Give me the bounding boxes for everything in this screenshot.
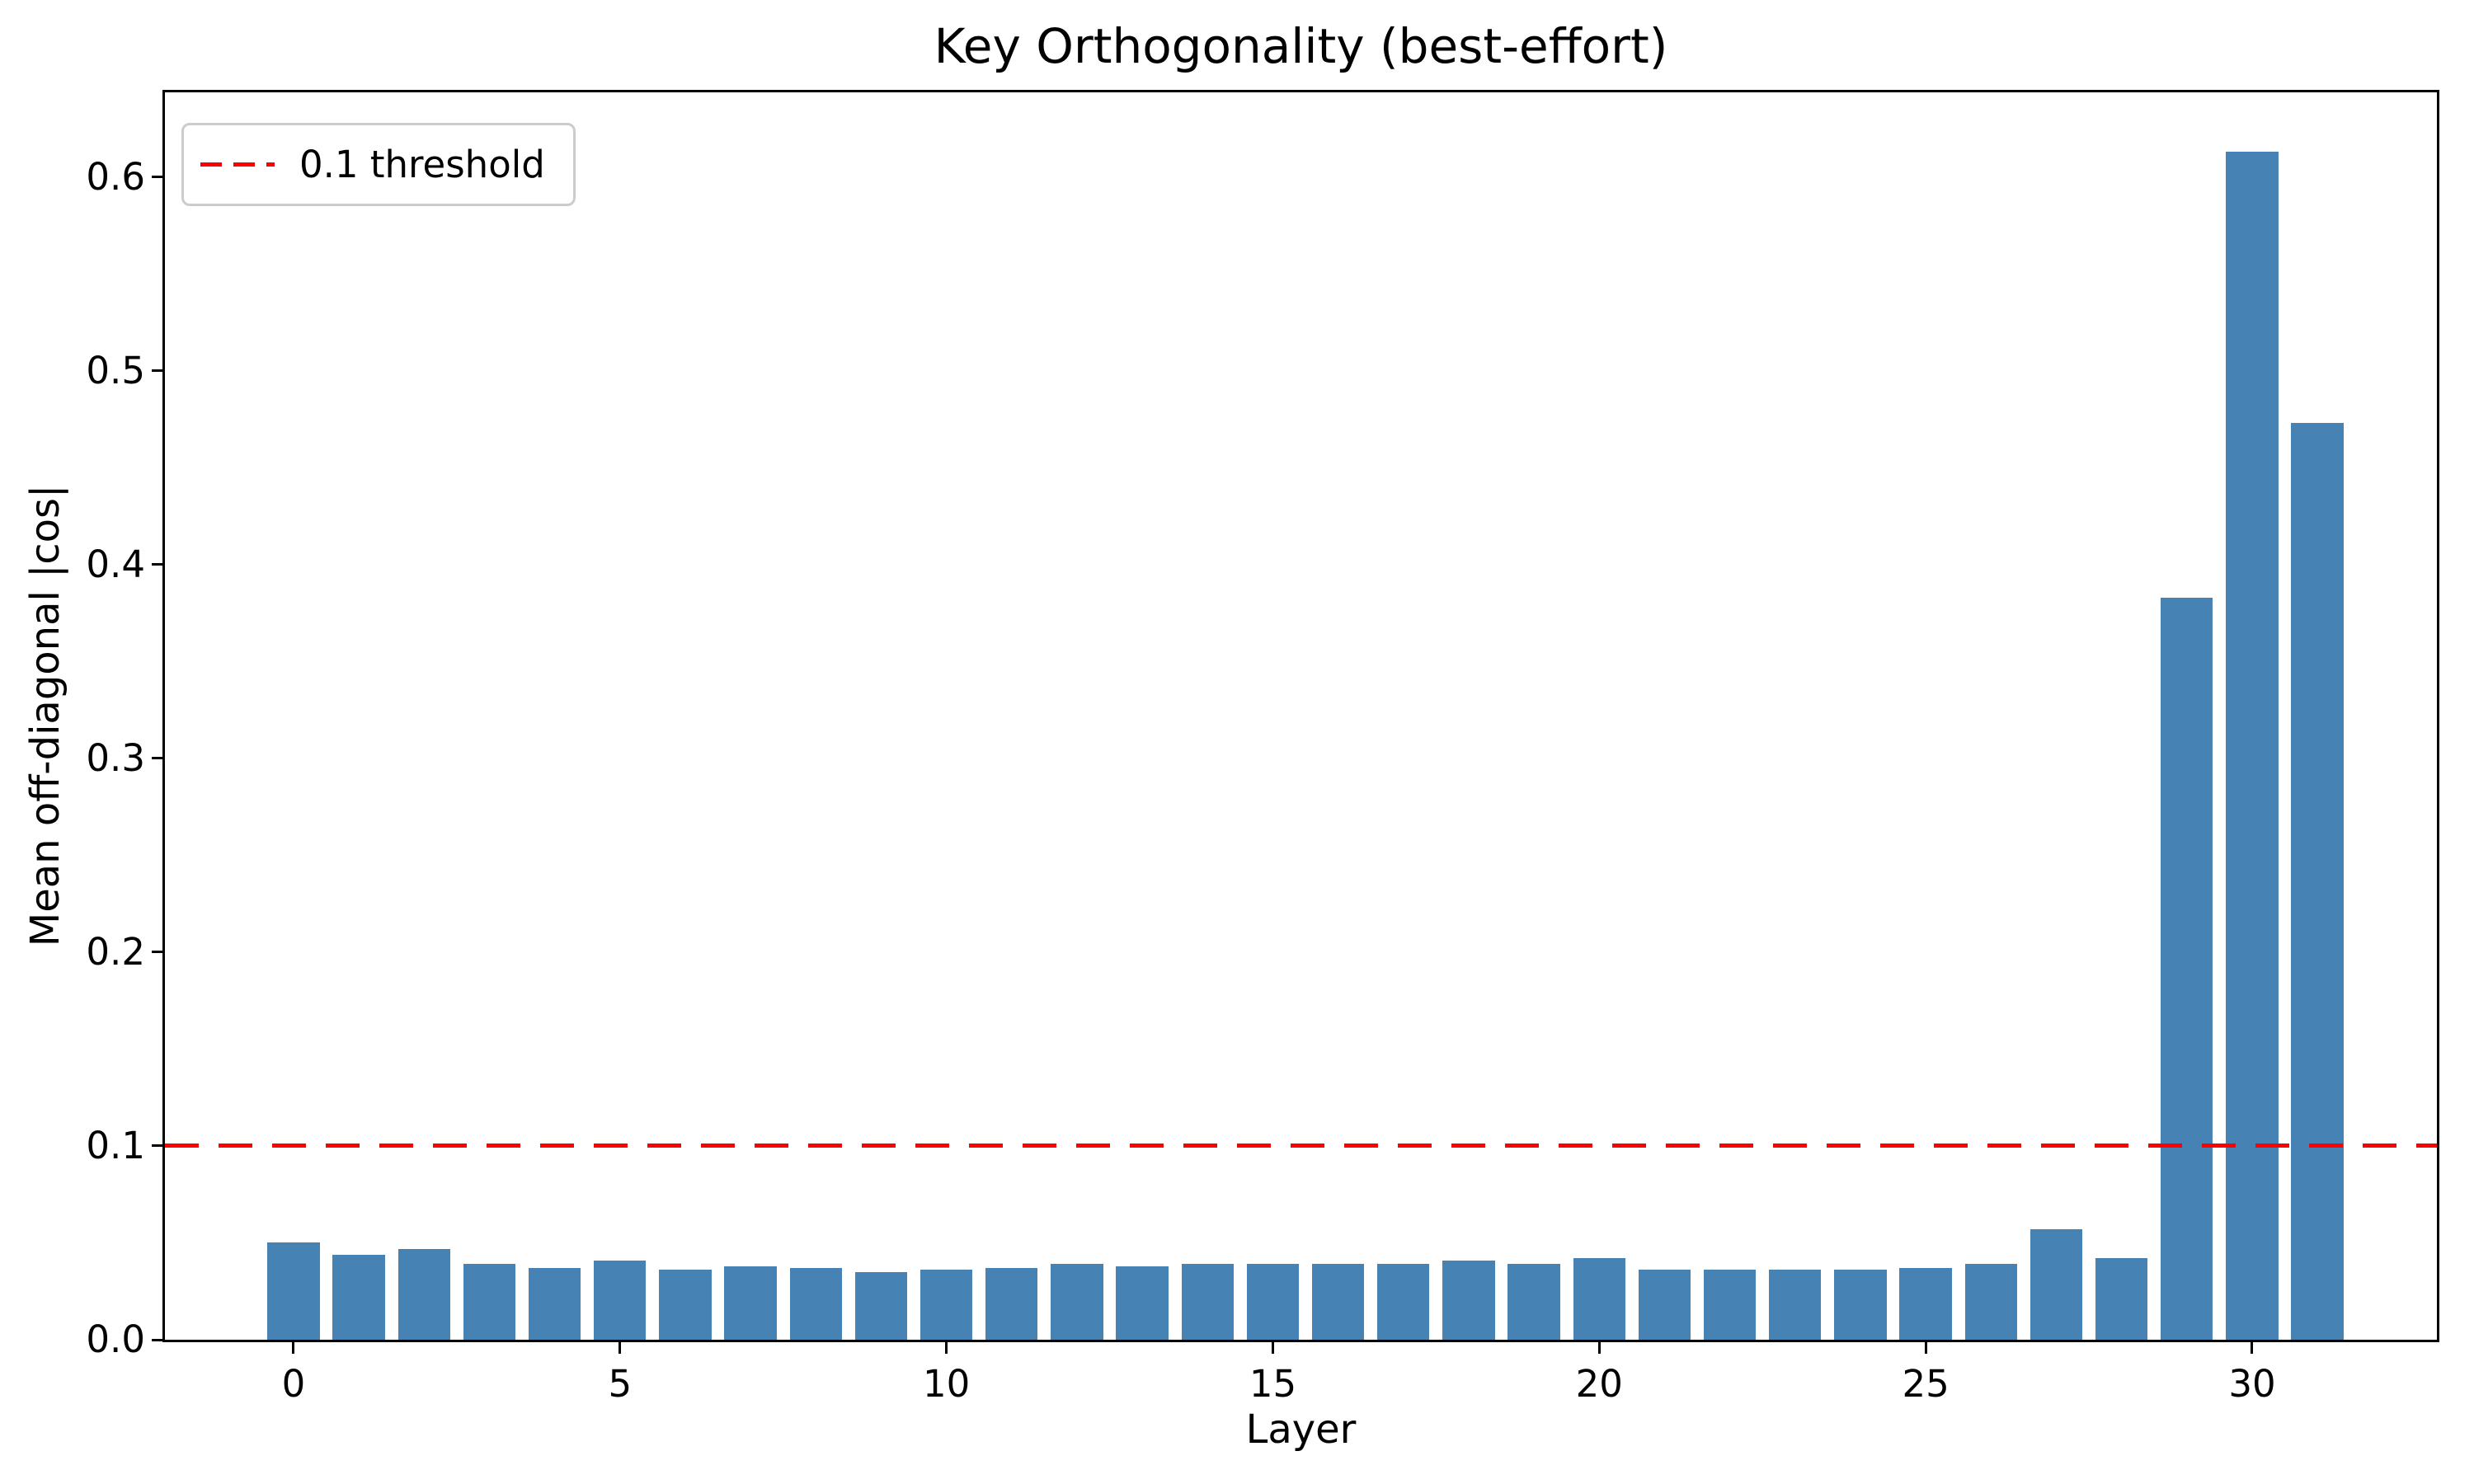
- bar-layer-25: [1899, 1268, 1952, 1340]
- bar-layer-9: [854, 1271, 908, 1340]
- bar-layer-2: [397, 1248, 450, 1340]
- bar-layer-30: [2226, 152, 2279, 1340]
- x-tick-label-10: 10: [922, 1362, 971, 1406]
- legend: 0.1 threshold: [181, 123, 576, 206]
- threshold-line-legend-swatch: [200, 162, 275, 167]
- x-axis-line: [162, 1340, 2439, 1342]
- plot-area: [165, 92, 2437, 1340]
- bar-layer-29: [2161, 597, 2213, 1340]
- chart-title: Key Orthogonality (best-effort): [934, 18, 1668, 74]
- bar-layer-28: [2095, 1258, 2148, 1340]
- x-tick-0: [292, 1342, 295, 1354]
- x-tick-30: [2251, 1342, 2254, 1354]
- bar-layer-15: [1246, 1264, 1300, 1340]
- x-tick-20: [1597, 1342, 1601, 1354]
- bar-layer-27: [2030, 1229, 2083, 1340]
- y-tick-0.2: [152, 951, 163, 954]
- threshold-line: [165, 1144, 2437, 1148]
- bar-layer-3: [463, 1264, 516, 1340]
- y-tick-label-0.5: 0.5: [86, 348, 145, 392]
- x-tick-10: [945, 1342, 948, 1354]
- y-axis-line: [162, 90, 165, 1342]
- bar-layer-5: [594, 1260, 647, 1340]
- y-tick-label-0.2: 0.2: [86, 929, 145, 974]
- bar-layer-1: [332, 1254, 385, 1340]
- bar-layer-16: [1311, 1264, 1365, 1340]
- y-tick-0.5: [152, 369, 163, 373]
- spine-top: [162, 90, 2439, 92]
- y-tick-0.0: [152, 1338, 163, 1341]
- bar-layer-11: [985, 1268, 1038, 1340]
- x-tick-label-15: 15: [1249, 1362, 1297, 1406]
- bar-layer-19: [1507, 1264, 1560, 1340]
- bar-layer-31: [2291, 423, 2344, 1340]
- x-tick-25: [1924, 1342, 1927, 1354]
- x-axis-label: Layer: [1245, 1407, 1357, 1453]
- bar-layer-18: [1442, 1260, 1495, 1340]
- bar-layer-20: [1573, 1258, 1625, 1340]
- bar-layer-0: [267, 1242, 320, 1340]
- legend-label: 0.1 threshold: [299, 143, 545, 186]
- bar-layer-7: [724, 1266, 777, 1340]
- bar-layer-4: [528, 1268, 581, 1340]
- x-tick-label-25: 25: [1902, 1362, 1950, 1406]
- bar-layer-10: [920, 1270, 973, 1340]
- bar-layer-14: [1181, 1264, 1234, 1340]
- y-tick-label-0.0: 0.0: [86, 1317, 145, 1361]
- y-tick-label-0.1: 0.1: [86, 1123, 145, 1167]
- bar-layer-22: [1703, 1270, 1757, 1340]
- bar-layer-26: [1964, 1264, 2017, 1340]
- y-axis-label: Mean off-diagonal |cos|: [22, 484, 68, 947]
- x-tick-15: [1271, 1342, 1274, 1354]
- x-tick-label-20: 20: [1575, 1362, 1623, 1406]
- bar-layer-12: [1051, 1264, 1103, 1340]
- x-tick-label-30: 30: [2228, 1362, 2276, 1406]
- x-tick-label-0: 0: [281, 1362, 306, 1406]
- y-tick-label-0.4: 0.4: [86, 542, 145, 586]
- bar-layer-23: [1769, 1270, 1822, 1340]
- bar-layer-6: [659, 1270, 712, 1340]
- spine-right: [2437, 90, 2439, 1342]
- y-tick-0.1: [152, 1144, 163, 1148]
- y-tick-0.4: [152, 563, 163, 566]
- y-tick-0.3: [152, 757, 163, 760]
- y-tick-label-0.3: 0.3: [86, 735, 145, 780]
- bar-layer-24: [1834, 1270, 1887, 1340]
- bar-layer-13: [1116, 1266, 1169, 1340]
- y-tick-label-0.6: 0.6: [86, 154, 145, 199]
- bar-layer-8: [789, 1268, 842, 1340]
- x-tick-label-5: 5: [608, 1362, 633, 1406]
- y-tick-0.6: [152, 176, 163, 179]
- bar-layer-17: [1377, 1264, 1430, 1340]
- bar-layer-21: [1638, 1270, 1691, 1340]
- x-tick-5: [618, 1342, 622, 1354]
